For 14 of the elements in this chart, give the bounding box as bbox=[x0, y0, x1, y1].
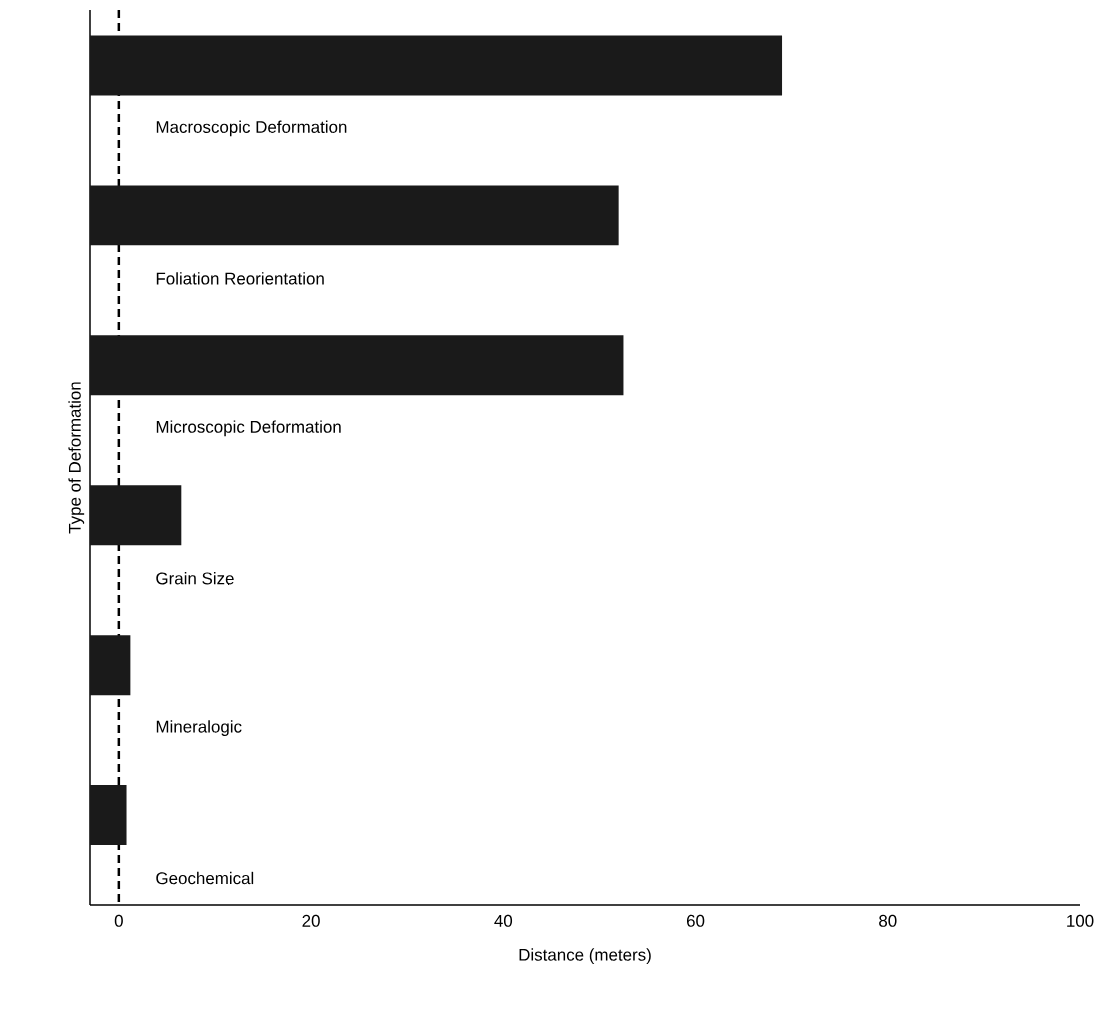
y-tick-label: Grain Size bbox=[156, 571, 234, 585]
y-axis-title: Type of Deformation bbox=[68, 382, 85, 534]
x-axis-title: Distance (meters) bbox=[519, 948, 651, 965]
y-tick-label: Mineralogic bbox=[156, 720, 242, 736]
x-tick-label: 60 bbox=[686, 914, 705, 927]
x-tick-label: 0 bbox=[114, 914, 123, 927]
y-tick-label: Foliation Reorientation bbox=[156, 272, 324, 285]
y-tick-label: Geochemical bbox=[156, 871, 254, 885]
y-tick-label: Microscopic Deformation bbox=[156, 420, 341, 437]
x-tick-label: 40 bbox=[494, 914, 513, 927]
x-tick-label: 80 bbox=[879, 914, 897, 927]
x-tick-label: 100 bbox=[1067, 914, 1094, 927]
x-tick-label: 20 bbox=[302, 914, 320, 927]
y-tick-label: Macroscopic Deformation bbox=[156, 120, 347, 137]
